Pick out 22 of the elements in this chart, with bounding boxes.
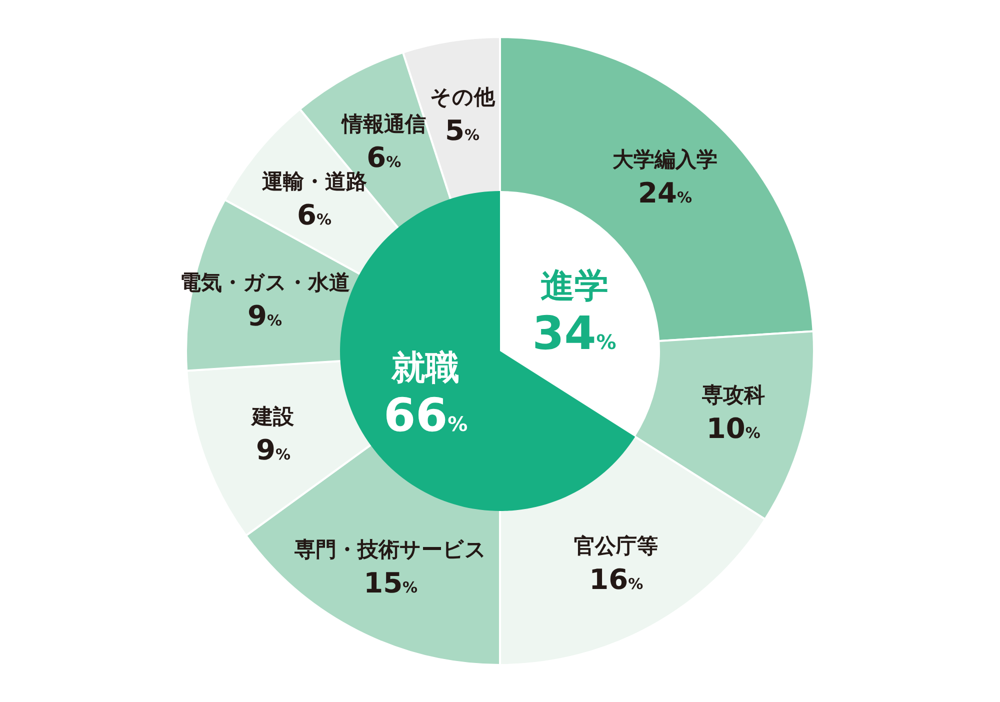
data-label: 24%: [638, 176, 692, 210]
slice-label: 専攻科: [700, 382, 765, 407]
slice-label: 大学編入学: [612, 147, 718, 172]
data-label: 9%: [248, 299, 282, 332]
data-label: 6%: [366, 140, 402, 174]
slice-label: 建設: [250, 404, 296, 429]
slice-label: 情報通信: [340, 112, 426, 136]
slice-label: 進学: [540, 266, 608, 306]
slice-label: 専門・技術サービス: [294, 538, 487, 562]
data-label: 9%: [256, 434, 291, 467]
data-label: 6%: [297, 198, 332, 232]
data-label: 34%: [532, 306, 616, 360]
data-label: 66%: [384, 388, 468, 442]
data-label: 16%: [589, 563, 644, 596]
slice-label: 運輸・道路: [262, 169, 367, 194]
slice-label: 電気・ガス・水道: [180, 270, 350, 294]
data-label: 5%: [445, 114, 480, 147]
data-label: 10%: [706, 412, 760, 445]
data-label: 15%: [364, 566, 418, 600]
slice-label: 就職: [390, 348, 460, 388]
slice-label: その他: [430, 84, 496, 109]
slice-label: 官公庁等: [574, 534, 658, 558]
